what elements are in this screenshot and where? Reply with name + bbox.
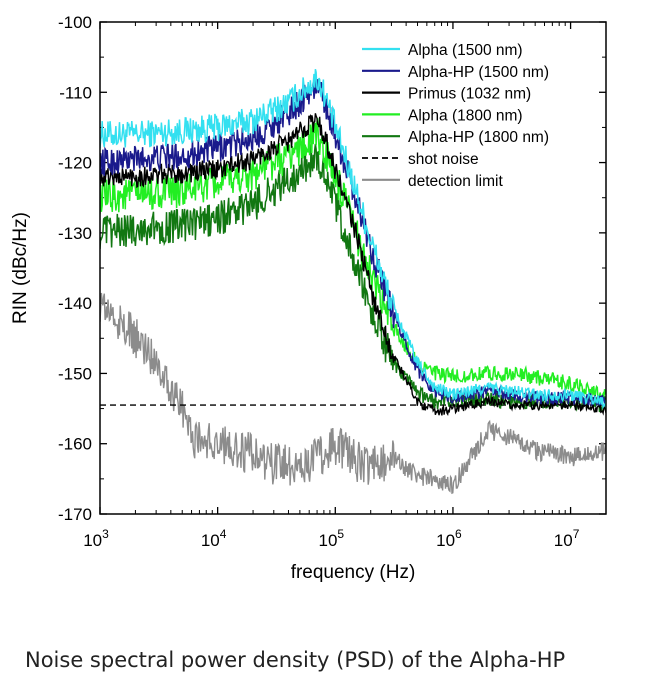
y-tick-label: -120 [58,154,92,173]
x-axis-label: frequency (Hz) [291,562,416,583]
figure-caption: Noise spectral power density (PSD) of th… [25,648,566,672]
plot-frame [99,21,607,515]
series-line-alpha-hp-1500-nm [100,76,606,407]
series-line-alpha-1800-nm [100,117,606,403]
series-line-detection-limit [100,292,606,495]
y-tick-label: -100 [58,13,92,32]
rin-chart: -100 -110 -120 -130 -140 -150 -160 -170 103 104 1… [10,13,607,583]
legend-label: Alpha-HP (1800 nm) [408,129,549,146]
x-tick-label: 106 [436,527,462,550]
legend-label: Alpha (1800 nm) [408,107,523,124]
y-tick-label: -110 [59,83,92,102]
legend: Alpha (1500 nm) Alpha-HP (1500 nm) Primus … [362,42,549,190]
x-tick-label: 103 [83,527,109,550]
legend-label: shot noise [408,151,479,168]
y-tick-label: -160 [58,435,92,454]
legend-label: Primus (1032 nm) [408,86,531,103]
y-tick-label: -130 [58,224,92,243]
legend-label: Alpha-HP (1500 nm) [408,64,549,81]
y-axis-label: RIN (dBc/Hz) [10,212,31,324]
y-tick-label: -150 [58,364,92,383]
x-tick-label: 107 [554,527,580,550]
legend-label: Alpha (1500 nm) [408,42,523,59]
series-line-primus-1032-nm [100,113,606,417]
series-line-alpha-1500-nm [100,69,606,410]
legend-label: detection limit [408,173,503,190]
y-tick-label: -140 [58,294,92,313]
plot-area [100,69,606,495]
x-tick-label: 104 [201,527,227,550]
x-tick-label: 105 [318,527,344,550]
y-tick-label: -170 [58,505,92,524]
